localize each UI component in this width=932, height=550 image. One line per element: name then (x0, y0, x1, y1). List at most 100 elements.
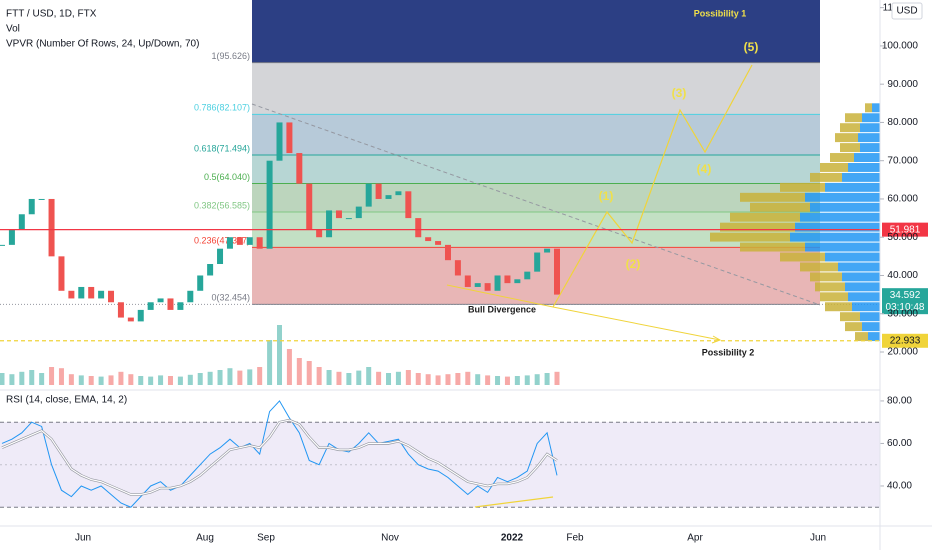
candle (197, 275, 204, 291)
time-label: Sep (257, 533, 275, 544)
rsi-line (1, 400, 558, 508)
profile-up (790, 232, 880, 242)
rsi-divergence-line (474, 496, 554, 508)
profile-up (805, 242, 880, 252)
volume-bar (9, 374, 15, 385)
profile-up (858, 133, 880, 143)
y-tick-label: 20.000 (887, 347, 918, 358)
candle (296, 153, 303, 184)
fib-band (252, 154, 820, 184)
candle (435, 241, 442, 245)
annotation: Bull Divergence (468, 304, 536, 314)
fib-label: 0.786(82.107) (194, 103, 250, 113)
volume-bar (316, 367, 322, 385)
last-price-label: 34.592 (890, 290, 921, 301)
candle (88, 286, 95, 299)
candle (256, 237, 263, 249)
y-tick-label: 100.000 (882, 41, 919, 52)
currency-label[interactable]: USD (896, 6, 917, 17)
candle (108, 290, 115, 303)
price-tag-label: 22.933 (890, 335, 921, 346)
volume-bar (465, 371, 471, 385)
profile-down (740, 242, 805, 252)
candle (524, 271, 531, 280)
volume-bar (455, 373, 461, 385)
wave-label: (3) (672, 86, 687, 100)
profile-down (825, 302, 852, 312)
profile-up (805, 192, 880, 202)
indicator-label[interactable]: RSI (14, close, EMA, 14, 2) (6, 395, 127, 406)
profile-down (810, 272, 842, 282)
fib-label: 0.5(64.040) (204, 172, 250, 182)
fib-retracement: Possibility 1 1(95.626) 0.786(82.107) 0.618… (0, 0, 880, 305)
profile-down (740, 192, 805, 202)
time-label: Jun (810, 533, 826, 544)
symbol-title[interactable]: FTT / USD, 1D, FTX (6, 9, 97, 20)
volume-bar (306, 361, 312, 385)
candle (18, 214, 25, 230)
candle (544, 248, 551, 253)
profile-down (810, 172, 842, 182)
volume-bar (415, 373, 421, 385)
profile-down (720, 222, 795, 232)
volume-bar (534, 374, 540, 385)
profile-down (710, 232, 790, 242)
candle (385, 195, 392, 199)
profile-up (868, 332, 880, 342)
volume-bar (0, 373, 5, 385)
y-tick-label: 70.000 (887, 155, 918, 166)
candle (375, 183, 382, 199)
candles (0, 122, 560, 322)
indicator-label[interactable]: Vol (6, 24, 20, 35)
volume-profile (710, 103, 880, 342)
volume (0, 325, 560, 385)
profile-up (800, 212, 880, 222)
volume-bar (237, 370, 243, 385)
volume-bar (78, 375, 84, 385)
volume-bar (58, 368, 64, 385)
candle (58, 256, 65, 291)
profile-down (780, 182, 825, 192)
countdown-label: 03:10:48 (886, 302, 925, 313)
indicator-label[interactable]: VPVR (Number Of Rows, 24, Up/Down, 70) (6, 39, 199, 50)
time-label: Apr (687, 533, 703, 544)
profile-up (825, 182, 880, 192)
wave-label: (4) (697, 162, 712, 176)
candle (187, 290, 194, 303)
rsi-tick-label: 60.00 (887, 438, 912, 449)
candle (474, 283, 481, 287)
time-label: Jun (75, 533, 91, 544)
profile-up (860, 123, 880, 133)
volume-bar (88, 376, 94, 385)
volume-bar (187, 374, 193, 385)
fib-label: 0.618(71.494) (194, 143, 250, 153)
fib-band (252, 62, 820, 115)
currency-button[interactable] (891, 2, 923, 20)
volume-bar (217, 370, 223, 385)
volume-bar (445, 374, 451, 385)
volume-bar (277, 325, 282, 385)
volume-bar (257, 367, 263, 385)
candle (207, 264, 214, 276)
candle (48, 198, 55, 257)
volume-bar (376, 371, 382, 385)
profile-down (835, 133, 858, 143)
candle (147, 302, 154, 310)
candle (534, 252, 541, 272)
profile-up (795, 222, 880, 232)
profile-down (780, 252, 825, 262)
candle (38, 198, 45, 200)
time-label: Nov (381, 533, 399, 544)
candle (405, 191, 412, 219)
volume-bar (435, 375, 441, 385)
profile-up (825, 252, 880, 262)
profile-up (852, 302, 880, 312)
profile-down (855, 332, 868, 342)
rsi-pane: 40.00 60.00 80.00 (0, 396, 912, 508)
volume-bar (405, 370, 411, 385)
candle (117, 302, 124, 318)
candle (246, 237, 253, 245)
volume-bar (247, 369, 253, 385)
profile-up (810, 202, 880, 212)
profile-up (842, 272, 880, 282)
